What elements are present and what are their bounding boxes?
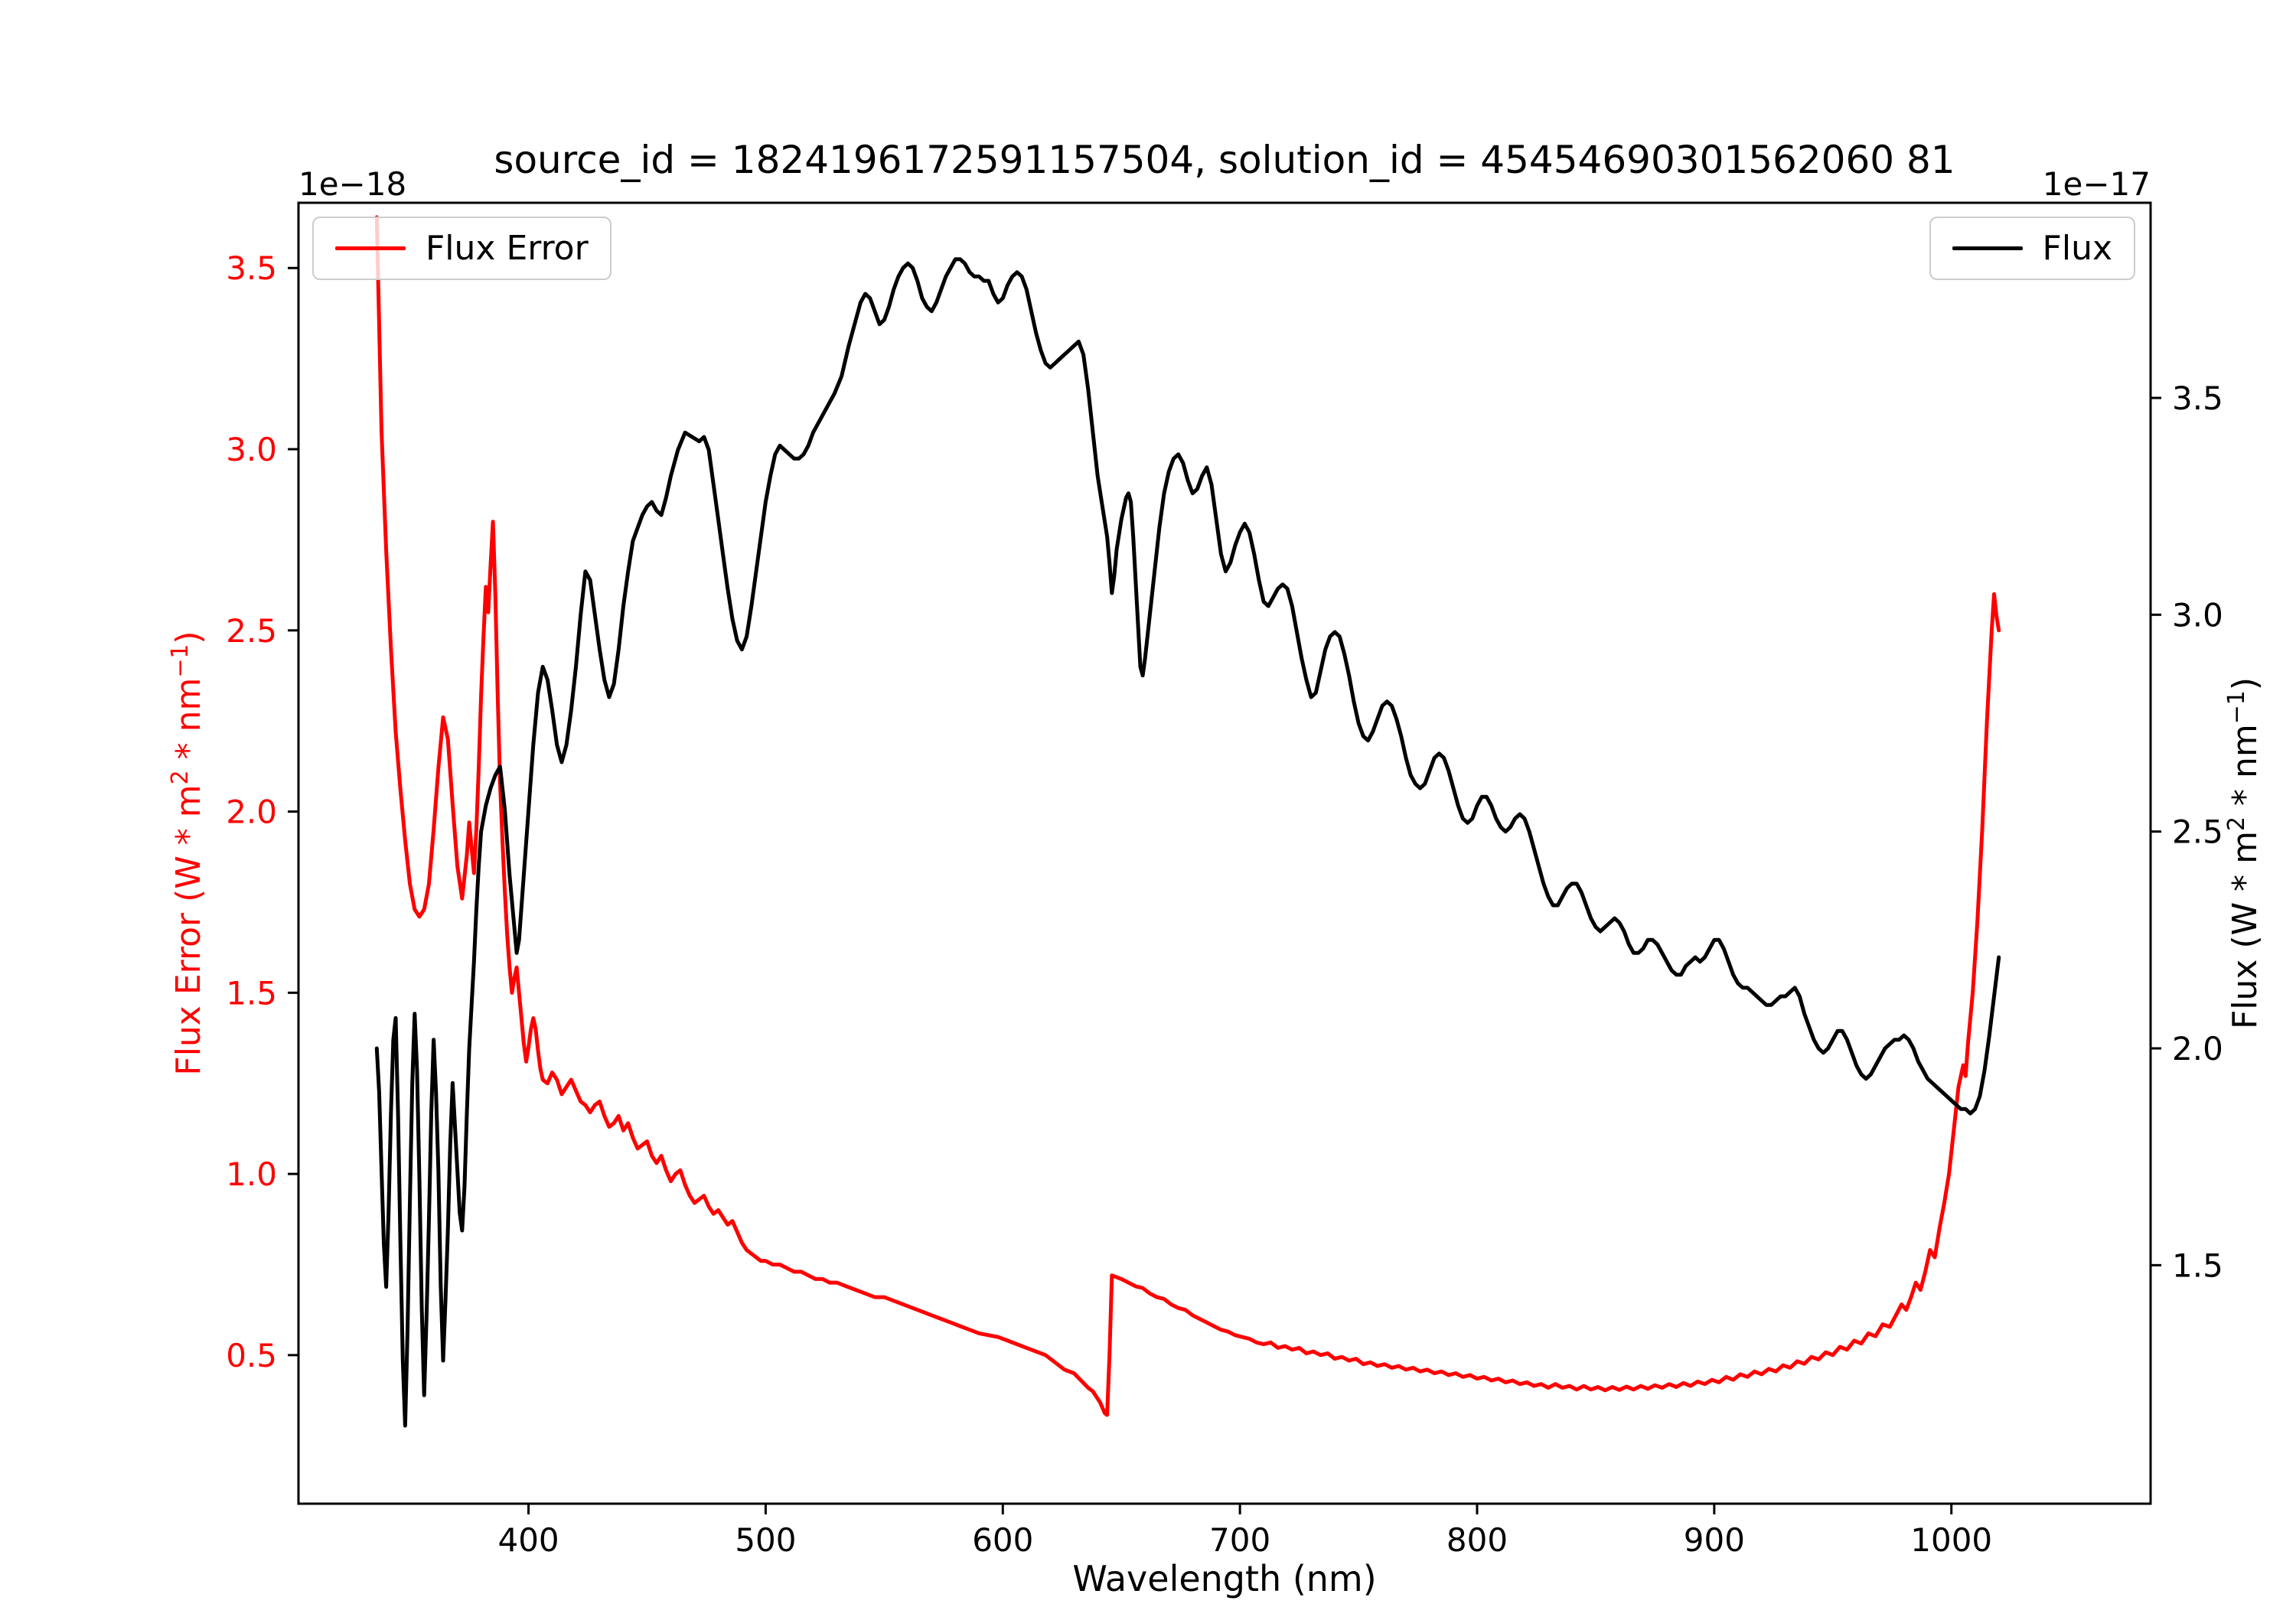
right-tick-label: 3.0 xyxy=(2172,596,2223,634)
flux-curve xyxy=(374,257,2001,1428)
right-tick-label: 2.0 xyxy=(2172,1030,2223,1068)
left-tick-label: 2.5 xyxy=(226,612,277,650)
left-tick-label: 2.0 xyxy=(226,794,277,831)
x-tick-label: 600 xyxy=(972,1521,1033,1559)
left-tick-label: 0.5 xyxy=(226,1337,277,1374)
right-axis-label: Flux (W * m2 * nm−1) xyxy=(2223,677,2265,1029)
chart-title: source_id = 1824196172591157504, solutio… xyxy=(494,138,1955,182)
x-axis-label: Wavelength (nm) xyxy=(1072,1558,1377,1599)
left-axis-label: Flux Error (W * m2 * nm−1) xyxy=(167,631,208,1076)
left-axis-offset-text: 1e−18 xyxy=(298,165,407,203)
x-tick-label: 700 xyxy=(1209,1521,1270,1559)
left-tick-label: 3.5 xyxy=(226,249,277,287)
right-tick-label: 2.5 xyxy=(2172,813,2223,851)
x-tick-label: 800 xyxy=(1446,1521,1508,1559)
legend-flux: Flux xyxy=(1929,217,2135,280)
right-tick-label: 3.5 xyxy=(2172,380,2223,417)
flux-error-curve xyxy=(374,215,2001,1417)
flux-line-swatch xyxy=(1952,246,2023,250)
legend-flux-error: Flux Error xyxy=(312,217,612,280)
x-tick-label: 900 xyxy=(1684,1521,1745,1559)
left-tick-label: 1.0 xyxy=(226,1156,277,1193)
right-axis-offset-text: 1e−17 xyxy=(2042,165,2151,203)
x-tick-label: 1000 xyxy=(1910,1521,1992,1559)
left-tick-label: 1.5 xyxy=(226,974,277,1012)
legend-label-flux: Flux xyxy=(2042,229,2112,268)
x-tick-label: 400 xyxy=(497,1521,559,1559)
right-tick-label: 1.5 xyxy=(2172,1247,2223,1284)
x-tick-label: 500 xyxy=(735,1521,796,1559)
legend-label-flux-error: Flux Error xyxy=(426,229,589,268)
left-tick-label: 3.0 xyxy=(226,431,277,468)
plot-border xyxy=(297,201,2152,1505)
flux-error-line-swatch xyxy=(335,246,406,250)
